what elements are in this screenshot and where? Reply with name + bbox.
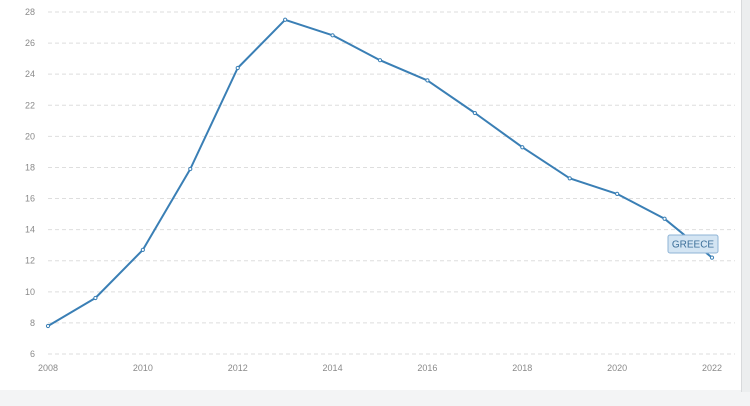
series-label-text: GREECE <box>672 240 715 251</box>
x-tick-label-2008: 2008 <box>38 363 58 373</box>
data-point-2022 <box>709 255 715 260</box>
data-point-2021 <box>662 216 667 221</box>
series-label-badge[interactable]: GREECE <box>667 234 719 254</box>
x-tick-label-2014: 2014 <box>323 363 343 373</box>
data-point-2009 <box>93 295 98 301</box>
y-tick-label-6: 6 <box>30 349 35 359</box>
x-tick-label-2010: 2010 <box>133 363 153 373</box>
y-tick-label-24: 24 <box>25 69 35 79</box>
y-tick-label-26: 26 <box>25 38 35 48</box>
data-point-2016 <box>425 78 430 83</box>
gridlines <box>48 11 735 355</box>
x-axis-ticks: 2008 2010 2012 2014 2016 2018 2020 2022 <box>38 363 722 373</box>
x-tick-label-2018: 2018 <box>512 363 532 373</box>
data-point-2015 <box>377 58 383 63</box>
y-tick-label-18: 18 <box>25 162 35 172</box>
series-line-greece <box>47 18 713 327</box>
y-tick-label-8: 8 <box>30 318 35 328</box>
y-tick-label-14: 14 <box>25 225 35 235</box>
x-tick-label-2022: 2022 <box>702 363 722 373</box>
series-greece <box>45 17 715 329</box>
y-tick-label-12: 12 <box>25 256 35 266</box>
x-tick-label-2016: 2016 <box>417 363 437 373</box>
x-tick-label-2012: 2012 <box>228 363 248 373</box>
data-point-2013 <box>283 17 288 22</box>
data-point-2011 <box>188 166 193 172</box>
y-tick-label-22: 22 <box>25 100 35 110</box>
data-point-2012 <box>235 65 240 71</box>
footer-band <box>0 390 750 406</box>
y-axis-ticks: 6 8 10 12 14 16 18 20 22 24 26 28 <box>25 7 35 359</box>
data-point-2018 <box>520 145 525 150</box>
data-point-2017 <box>472 110 477 116</box>
data-point-2019 <box>567 176 572 181</box>
y-tick-label-28: 28 <box>25 7 35 17</box>
data-point-2010 <box>140 247 145 252</box>
y-tick-label-16: 16 <box>25 194 35 204</box>
series-label-box[interactable] <box>667 234 719 254</box>
y-tick-label-10: 10 <box>25 287 35 297</box>
data-point-2008 <box>45 323 51 329</box>
data-point-2020 <box>615 191 620 196</box>
right-scroll-edge <box>741 0 750 392</box>
y-tick-label-20: 20 <box>25 131 35 141</box>
x-tick-label-2020: 2020 <box>607 363 627 373</box>
data-point-2014 <box>330 33 335 38</box>
